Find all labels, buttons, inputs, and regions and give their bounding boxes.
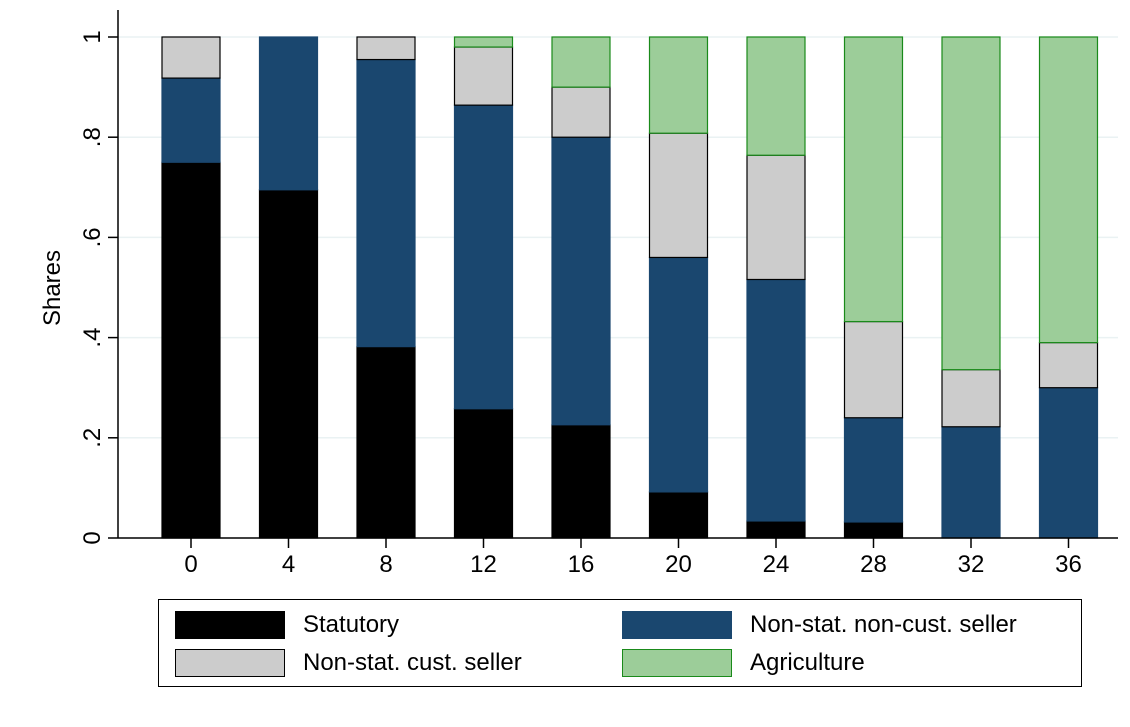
- legend-swatch-non-stat-cust-seller: [175, 649, 285, 677]
- bars: [161, 36, 1099, 539]
- y-tick-label-3: .6: [79, 227, 106, 247]
- x-tick-label-0: 0: [184, 551, 197, 578]
- y-tick-label-4: .8: [79, 127, 106, 147]
- bar-non-stat-non-cust-seller-24: [746, 278, 806, 522]
- legend-label-agriculture: Agriculture: [750, 649, 865, 676]
- y-tick-label-1: .2: [79, 428, 106, 448]
- bar-statutory-0: [161, 161, 221, 539]
- x-tick-label-36: 36: [1055, 551, 1082, 578]
- bar-statutory-16: [551, 424, 611, 539]
- bar-non-stat-non-cust-seller-32: [941, 426, 1001, 539]
- bar-non-stat-cust-seller-12: [453, 46, 514, 106]
- axes: 0 .2 .4 .6 .8 1 0 4 8 12 16 20 24 28 32 36: [79, 10, 1118, 578]
- x-tick-label-32: 32: [958, 551, 985, 578]
- bar-non-stat-cust-seller-24: [746, 154, 806, 281]
- bar-statutory-8: [356, 346, 416, 539]
- bar-statutory-4: [258, 189, 319, 539]
- bar-non-stat-cust-seller-20: [648, 132, 709, 259]
- legend: Statutory Non-stat. non-cust. seller Non…: [158, 599, 1082, 687]
- bar-statutory-12: [453, 408, 514, 539]
- bar-statutory-28: [843, 521, 904, 539]
- bar-non-stat-non-cust-seller-4: [258, 36, 319, 191]
- bar-non-stat-non-cust-seller-36: [1038, 387, 1099, 539]
- y-tick-label-2: .4: [79, 328, 106, 348]
- bar-non-stat-cust-seller-8: [356, 36, 416, 61]
- bar-non-stat-non-cust-seller-8: [356, 58, 416, 348]
- bar-statutory-24: [746, 520, 806, 539]
- x-tick-label-16: 16: [568, 551, 595, 578]
- bar-non-stat-cust-seller-32: [941, 369, 1001, 428]
- x-tick-label-8: 8: [379, 551, 392, 578]
- bar-non-stat-cust-seller-16: [551, 86, 611, 138]
- bar-agriculture-16: [551, 36, 611, 88]
- y-tick-label-0: 0: [79, 531, 106, 544]
- legend-swatch-non-stat-non-cust-seller: [622, 611, 732, 639]
- bar-agriculture-36: [1038, 36, 1099, 344]
- x-tick-label-12: 12: [470, 551, 497, 578]
- legend-swatch-statutory: [175, 611, 285, 639]
- y-axis-label: Shares: [39, 250, 66, 326]
- bar-non-stat-non-cust-seller-0: [161, 77, 221, 163]
- y-tick-label-5: 1: [79, 30, 106, 43]
- legend-item-agriculture: Agriculture: [622, 648, 865, 678]
- bar-agriculture-28: [843, 36, 904, 323]
- bar-statutory-20: [648, 491, 709, 539]
- legend-item-non-stat-non-cust-seller: Non-stat. non-cust. seller: [622, 610, 1017, 640]
- bar-agriculture-20: [648, 36, 709, 134]
- bar-agriculture-12: [453, 36, 514, 48]
- legend-label-non-stat-cust-seller: Non-stat. cust. seller: [303, 649, 522, 676]
- bar-non-stat-non-cust-seller-28: [843, 417, 904, 523]
- x-tick-label-28: 28: [860, 551, 887, 578]
- bar-non-stat-non-cust-seller-16: [551, 136, 611, 426]
- bar-non-stat-cust-seller-0: [161, 36, 221, 79]
- bar-agriculture-32: [941, 36, 1001, 371]
- x-tick-label-4: 4: [282, 551, 295, 578]
- legend-label-statutory: Statutory: [303, 611, 400, 638]
- legend-item-non-stat-cust-seller: Non-stat. cust. seller: [175, 648, 522, 678]
- legend-swatch-agriculture: [622, 649, 732, 677]
- bar-non-stat-non-cust-seller-12: [453, 104, 514, 410]
- bar-non-stat-cust-seller-36: [1038, 342, 1099, 389]
- bar-agriculture-24: [746, 36, 806, 156]
- bar-non-stat-non-cust-seller-20: [648, 256, 709, 493]
- bar-non-stat-cust-seller-28: [843, 320, 904, 419]
- legend-label-non-stat-non-cust-seller: Non-stat. non-cust. seller: [750, 611, 1017, 638]
- x-tick-label-24: 24: [763, 551, 790, 578]
- x-tick-label-20: 20: [665, 551, 692, 578]
- legend-item-statutory: Statutory: [175, 610, 399, 640]
